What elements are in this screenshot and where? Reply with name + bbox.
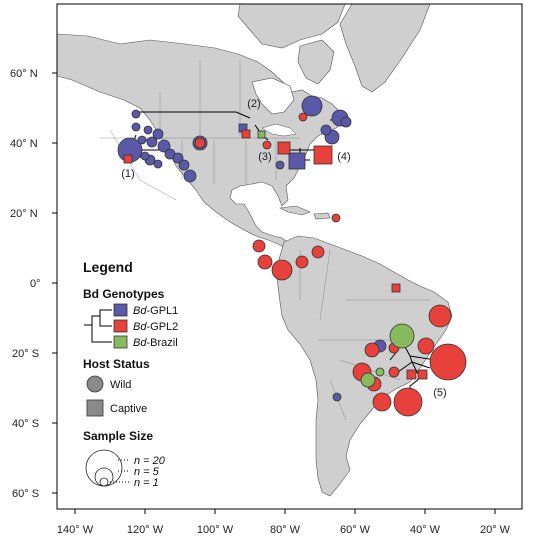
marker-brazil-wild [360, 372, 376, 388]
legend-captive-symbol [86, 399, 104, 417]
marker-gpl1-wild [131, 109, 141, 119]
hudson-bay-water [251, 77, 295, 115]
region-label-1: (1) [121, 168, 134, 180]
marker-gpl2-wild [429, 343, 467, 381]
legend-wild-symbol [86, 375, 104, 393]
legend-size-n1 [99, 477, 109, 487]
marker-gpl1-wild [332, 392, 342, 402]
marker-gpl1-wild [157, 139, 171, 153]
marker-gpl2-captive [277, 141, 291, 155]
y-tick-40s: 40° S [12, 418, 39, 430]
x-tick-120w: 120° W [127, 524, 164, 536]
marker-gpl2-wild [331, 213, 341, 223]
legend-genotype-gpl1: Bd-GPL1 [133, 305, 178, 317]
sample-markers [117, 95, 467, 417]
marker-gpl2-captive [241, 129, 251, 139]
marker-gpl2-wild [311, 245, 325, 259]
region-label-5: (5) [433, 387, 446, 399]
marker-gpl1-wild [172, 152, 184, 164]
marker-gpl2-wild [372, 392, 392, 412]
legend-genotype-gpl2: Bd-GPL2 [133, 321, 178, 333]
marker-gpl2-wild [194, 137, 206, 149]
marker-gpl2-captive [313, 145, 333, 165]
marker-gpl1-wild [152, 128, 164, 140]
cuba-land [278, 205, 311, 216]
legend-swatch-brazil [113, 335, 128, 349]
greenland-land [339, 4, 431, 93]
great-lakes-water [261, 123, 297, 137]
hispaniola-land [313, 212, 331, 220]
region-label-2: (2) [247, 98, 260, 110]
baffin-island-land [297, 39, 335, 85]
marker-gpl2-wild [393, 387, 423, 417]
marker-gpl2-wild [262, 140, 272, 150]
marker-gpl1-wild [178, 159, 190, 171]
marker-brazil-captive [257, 130, 266, 139]
marker-gpl2-captive [417, 369, 428, 380]
marker-gpl2-wild [417, 337, 435, 355]
marker-gpl1-wild [137, 135, 147, 145]
legend-swatch-gpl1 [113, 303, 128, 317]
map-frame [56, 3, 523, 510]
region-label-4: (4) [337, 151, 350, 163]
y-tick-0: 0° [30, 278, 41, 290]
marker-gpl2-captive [391, 283, 401, 293]
axis-tick-marks [52, 72, 496, 514]
legend-genotype-brazil: Bd-Brazil [133, 337, 178, 349]
marker-gpl1-wild [140, 151, 150, 161]
marker-brazil-wild [375, 367, 385, 377]
legend-size-label-n5: n = 5 [134, 466, 160, 478]
legend-swatch-gpl2 [113, 319, 128, 333]
x-tick-100w: 100° W [197, 524, 234, 536]
legend-size-label-n20: n = 20 [134, 455, 166, 467]
x-tick-60w: 60° W [340, 524, 371, 536]
y-tick-60s: 60° S [12, 488, 39, 500]
marker-gpl1-wild [275, 160, 285, 170]
marker-gpl2-captive [123, 154, 133, 164]
marker-gpl2-wild [388, 366, 400, 378]
x-tick-80w: 80° W [270, 524, 301, 536]
y-tick-20s: 20° S [12, 348, 39, 360]
legend-host-captive: Captive [110, 403, 147, 415]
legend-host-wild: Wild [110, 379, 131, 391]
legend-title: Legend [83, 259, 133, 275]
marker-gpl2-wild [295, 255, 309, 269]
y-tick-20n: 20° N [10, 208, 38, 220]
arctic-islands-land [237, 4, 346, 49]
x-tick-40w: 40° W [410, 524, 441, 536]
marker-gpl2-wild [298, 112, 308, 122]
marker-gpl1-wild [143, 125, 153, 135]
marker-gpl2-wild [428, 304, 452, 328]
legend-host-heading: Host Status [83, 357, 150, 371]
marker-gpl1-wild [320, 124, 332, 136]
region-label-3: (3) [258, 151, 271, 163]
marker-gpl2-wild [271, 259, 293, 281]
marker-gpl2-wild [252, 239, 266, 253]
marker-gpl1-wild [301, 95, 323, 117]
x-tick-20w: 20° W [480, 524, 511, 536]
marker-gpl2-wild [364, 342, 380, 358]
legend-sample-heading: Sample Size [83, 429, 153, 443]
legend-size-label-n1: n = 1 [134, 477, 159, 489]
marker-gpl1-wild [153, 159, 163, 169]
marker-brazil-wild [389, 323, 415, 349]
marker-gpl2-wild [257, 254, 273, 270]
marker-gpl2-captive [406, 369, 417, 380]
marker-gpl1-wild [146, 136, 158, 148]
x-tick-140w: 140° W [57, 524, 94, 536]
legend-genotypes-heading: Bd Genotypes [83, 287, 165, 301]
legend: Legend Bd Genotypes Bd-GPL1 Bd-GPL2 Bd-B… [83, 259, 178, 489]
y-tick-40n: 40° N [10, 138, 38, 150]
y-tick-60n: 60° N [10, 68, 38, 80]
marker-gpl1-wild [183, 169, 197, 183]
marker-gpl1-wild [131, 122, 141, 132]
marker-gpl1-wild [340, 116, 352, 128]
marker-gpl1-captive [288, 152, 306, 170]
